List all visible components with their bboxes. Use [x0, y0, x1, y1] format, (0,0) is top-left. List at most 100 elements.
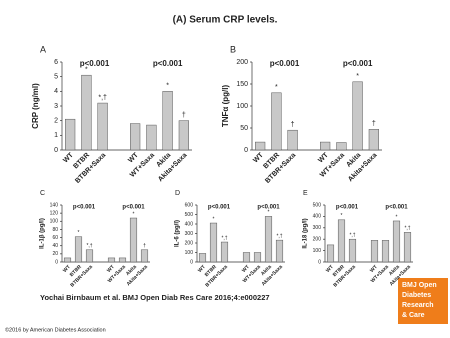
p-value: p<0.001	[385, 205, 408, 211]
panel-letter: E	[303, 190, 308, 197]
y-tick-label: 100	[50, 219, 59, 225]
significance-label: *	[268, 210, 270, 216]
x-tick-label: WT	[369, 264, 379, 274]
bar	[326, 244, 335, 263]
x-tick-label: WT	[127, 151, 140, 164]
significance-label: *	[213, 216, 215, 222]
significance-label: *	[133, 211, 135, 217]
y-tick-label: 5	[54, 74, 58, 81]
bar	[392, 220, 401, 263]
x-tick-label: WT	[62, 151, 75, 164]
citation: Yochai Birnbaum et al. BMJ Open Diab Res…	[40, 293, 270, 302]
logo-text: Research	[402, 302, 434, 309]
bar	[320, 141, 331, 151]
logo-text: BMJ Open	[402, 282, 437, 289]
p-value: p<0.001	[153, 59, 183, 68]
logo-text: Diabetes	[402, 292, 431, 299]
x-tick-label: WT	[197, 264, 207, 274]
significance-label: *	[275, 84, 278, 91]
bar	[198, 253, 207, 263]
bar	[162, 91, 173, 151]
y-tick-label: 200	[313, 237, 322, 243]
y-tick-label: 2	[54, 118, 58, 125]
p-value: p<0.001	[122, 205, 145, 211]
significance-label: *,†	[86, 243, 92, 249]
y-tick-label: 0	[190, 259, 193, 265]
bar	[403, 232, 412, 263]
panel-letter: B	[230, 44, 236, 54]
y-tick-label: 100	[185, 250, 194, 256]
bar	[370, 240, 379, 263]
y-tick-label: 0	[55, 259, 58, 265]
y-tick-label: 300	[313, 225, 322, 231]
p-value: p<0.001	[343, 59, 373, 68]
x-tick-label: WT	[252, 151, 265, 164]
bar	[348, 238, 357, 263]
bar	[146, 124, 157, 151]
bar	[271, 92, 282, 151]
y-axis-label: TNFα (pg/l)	[221, 85, 230, 128]
significance-label: †	[182, 112, 186, 119]
bar	[352, 81, 363, 151]
p-value: p<0.001	[257, 205, 280, 211]
y-tick-label: 40	[52, 243, 58, 249]
x-tick-label: WT	[241, 264, 251, 274]
bar	[255, 141, 266, 151]
y-tick-label: 200	[236, 59, 248, 66]
y-tick-label: 0	[244, 147, 248, 154]
p-value: p<0.001	[208, 205, 231, 211]
significance-label: *	[85, 66, 88, 73]
y-tick-label: 100	[236, 103, 248, 110]
bar	[220, 241, 229, 263]
logo-box	[398, 278, 448, 324]
bar	[97, 102, 108, 151]
bar	[381, 240, 390, 263]
significance-label: *	[341, 213, 343, 219]
x-tick-label: WT	[106, 264, 116, 274]
significance-label: *	[396, 214, 398, 220]
bar	[65, 118, 76, 151]
copyright: ©2016 by American Diabetes Association	[5, 326, 106, 333]
y-axis-label: IL-6 (pg/l)	[175, 220, 181, 247]
bar	[275, 239, 284, 263]
y-tick-label: 300	[185, 231, 194, 237]
y-axis-label: CRP (ng/ml)	[31, 83, 40, 129]
y-tick-label: 600	[185, 202, 194, 208]
p-value: p<0.001	[80, 59, 110, 68]
y-tick-label: 4	[54, 88, 58, 95]
y-tick-label: 140	[50, 202, 59, 208]
significance-label: *	[356, 73, 359, 80]
significance-label: *,†	[349, 233, 355, 239]
p-value: p<0.001	[73, 205, 96, 211]
y-tick-label: 6	[54, 59, 58, 66]
y-tick-label: 200	[185, 240, 194, 246]
significance-label: †	[291, 121, 295, 128]
bar	[140, 249, 149, 263]
x-tick-label: WT	[325, 264, 335, 274]
significance-label: *,†	[221, 235, 227, 241]
y-tick-label: 20	[52, 251, 58, 257]
y-tick-label: 100	[313, 248, 322, 254]
significance-label: *,†	[276, 233, 282, 239]
y-tick-label: 0	[54, 147, 58, 154]
y-tick-label: 80	[52, 227, 58, 233]
y-tick-label: 0	[318, 259, 321, 265]
bar	[81, 74, 92, 151]
bar	[368, 129, 379, 151]
y-tick-label: 120	[50, 210, 59, 216]
y-axis-label: IL-18 (pg/l)	[303, 218, 309, 248]
p-value: p<0.001	[336, 205, 359, 211]
bar	[287, 129, 298, 151]
bar	[264, 216, 273, 263]
y-tick-label: 3	[54, 103, 58, 110]
panel-letter: D	[175, 190, 180, 197]
x-tick-label: WT	[62, 264, 72, 274]
panel-letter: C	[40, 190, 45, 197]
y-tick-label: 400	[185, 221, 194, 227]
bar	[209, 222, 218, 263]
bar	[130, 123, 141, 151]
y-tick-label: 1	[54, 132, 58, 139]
bar	[74, 236, 83, 263]
bar	[336, 142, 347, 151]
bar	[85, 249, 94, 263]
